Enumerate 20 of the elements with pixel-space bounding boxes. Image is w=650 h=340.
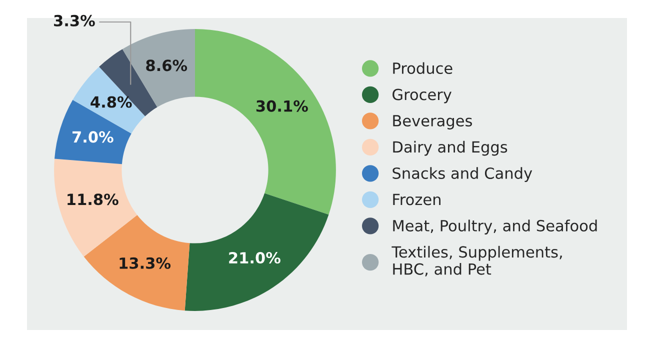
legend-label: Produce bbox=[393, 62, 452, 74]
data-label: 7.0% bbox=[72, 131, 114, 143]
data-label: 30.1% bbox=[256, 100, 308, 112]
legend-label: Grocery bbox=[392, 88, 452, 104]
donut-slice bbox=[84, 215, 190, 311]
donut-slice bbox=[54, 158, 138, 257]
data-label: 21.0% bbox=[229, 252, 280, 264]
legend-label: Frozen bbox=[393, 194, 440, 206]
legend-label: Dairy and Eggs bbox=[393, 140, 508, 156]
legend-label: Beverages bbox=[393, 115, 472, 130]
donut-slice bbox=[184, 193, 329, 311]
legend-label: Snacks and Candy bbox=[392, 167, 532, 182]
legend-label: Meat, Poultry, and Seafood bbox=[393, 220, 597, 234]
data-label: 8.6% bbox=[146, 60, 188, 72]
legend-label: Textiles, Supplements, HBC, and Pet bbox=[392, 246, 562, 276]
data-label: 3.3% bbox=[54, 14, 95, 26]
data-label: 11.8% bbox=[68, 194, 118, 206]
data-label: 13.3% bbox=[120, 257, 171, 269]
data-label: 4.8% bbox=[90, 96, 132, 108]
donut-slice bbox=[195, 29, 336, 215]
